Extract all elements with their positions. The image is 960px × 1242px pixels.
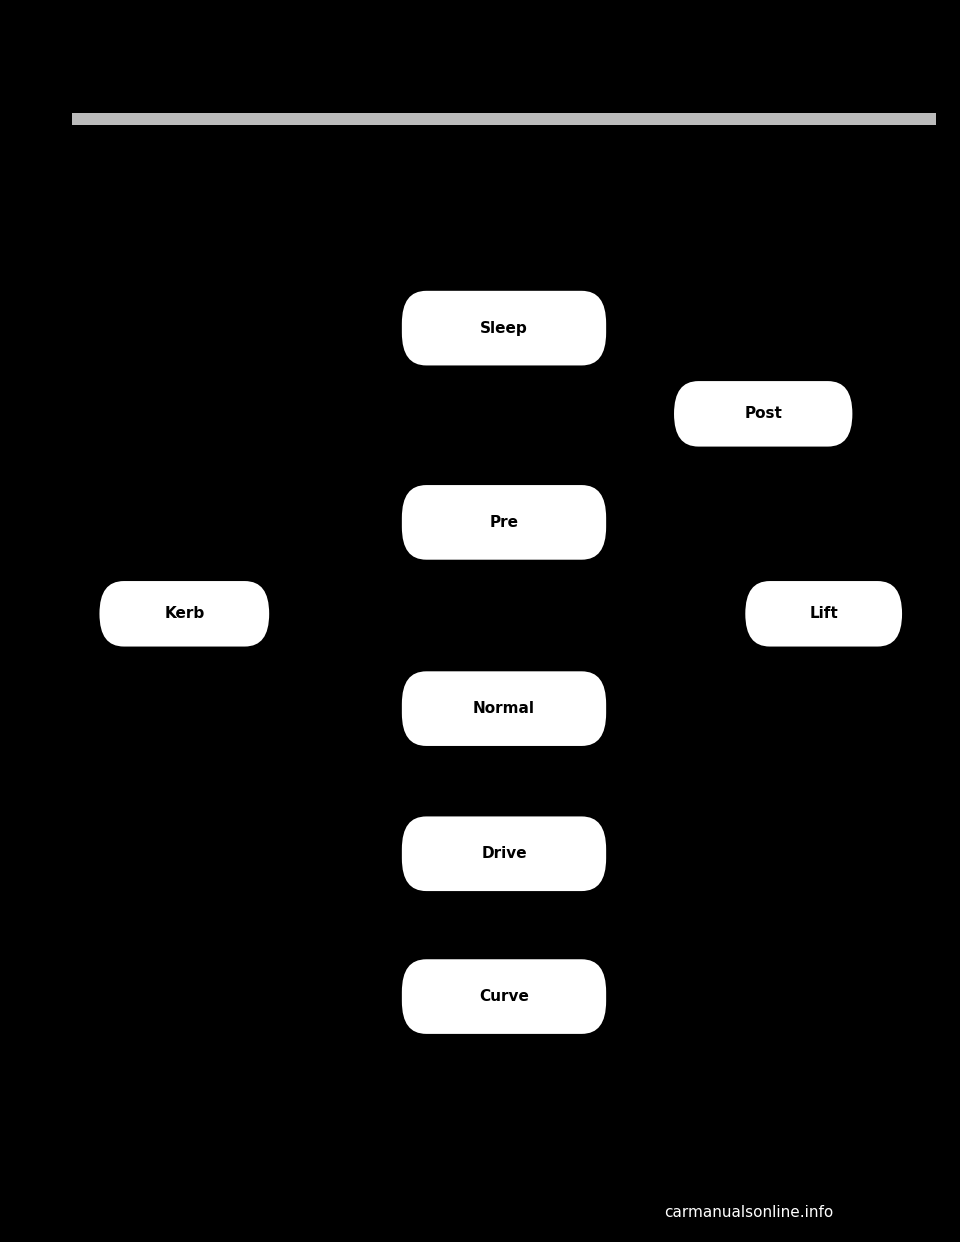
Text: The following chart demonstrates the control sequences of the E65/E66 with singl: The following chart demonstrates the con… xyxy=(91,184,737,221)
Text: Curve: Curve xyxy=(479,989,529,1004)
FancyBboxPatch shape xyxy=(400,483,608,561)
Text: Control Mode Flow Chart: Control Mode Flow Chart xyxy=(91,137,342,154)
Text: Sleep: Sleep xyxy=(480,320,528,335)
FancyBboxPatch shape xyxy=(400,958,608,1036)
FancyBboxPatch shape xyxy=(400,669,608,748)
Text: Kerb: Kerb xyxy=(164,606,204,621)
Bar xyxy=(72,113,936,124)
Text: carmanualsonline.info: carmanualsonline.info xyxy=(664,1205,833,1220)
Text: Post: Post xyxy=(744,406,782,421)
Text: Drive: Drive xyxy=(481,846,527,861)
FancyBboxPatch shape xyxy=(400,815,608,893)
FancyBboxPatch shape xyxy=(672,380,854,448)
Text: Pre: Pre xyxy=(490,515,518,530)
Text: 47: 47 xyxy=(892,1128,917,1145)
Bar xyxy=(72,31,936,113)
Text: Normal: Normal xyxy=(473,702,535,717)
Text: Lift: Lift xyxy=(809,606,838,621)
Text: Level Control Systems: Level Control Systems xyxy=(793,1156,917,1166)
FancyBboxPatch shape xyxy=(400,289,608,366)
FancyBboxPatch shape xyxy=(744,580,903,648)
FancyBboxPatch shape xyxy=(98,580,271,648)
